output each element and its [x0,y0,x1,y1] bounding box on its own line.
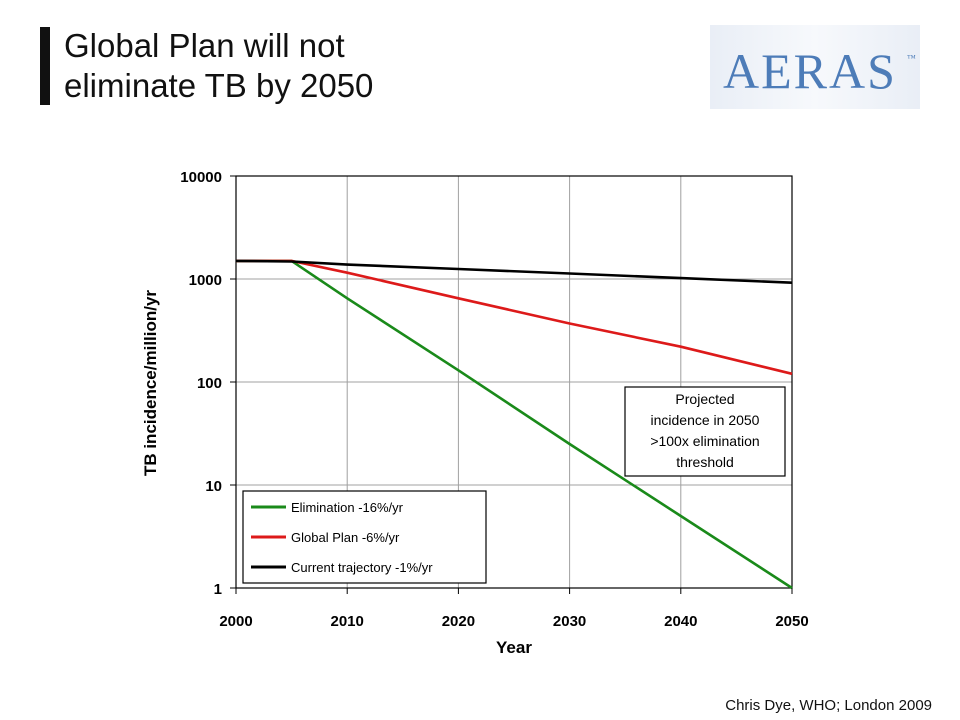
x-tick-label: 2010 [331,613,364,630]
x-tick-label: 2050 [775,613,808,630]
y-tick-label: 1000 [189,272,222,289]
legend-label: Current trajectory -1%/yr [291,560,433,575]
y-tick-label: 1 [214,581,222,598]
slide-title-line-1: Global Plan will not [64,27,345,64]
x-tick-label: 2040 [664,613,697,630]
y-axis-title: TB incidence/million/yr [141,290,160,476]
annotation-box: Projected incidence in 2050 >100x elimin… [624,386,786,477]
x-tick-label: 2000 [219,613,252,630]
x-tick-labels: 2000 2010 2020 2030 2040 2050 [219,588,809,630]
y-tick-label: 10000 [180,169,222,186]
annotation-line-1: Projected [675,391,734,407]
series-line-3 [235,259,793,284]
legend-label: Global Plan -6%/yr [291,530,400,545]
y-tick-label: 100 [197,375,222,392]
logo-trademark: ™ [907,53,916,63]
y-tick-labels: 1 10 100 1000 10000 [180,169,236,598]
annotation-line-4: threshold [676,454,734,470]
title-accent-bar [40,27,50,105]
series-line-2 [236,259,793,376]
annotation-line-3: >100x elimination [650,433,759,449]
x-axis-title: Year [496,638,532,657]
x-tick-label: 2030 [553,613,586,630]
annotation-frame [624,386,786,477]
source-credit: Chris Dye, WHO; London 2009 [725,697,932,714]
aeras-logo: AERAS ™ [710,25,920,109]
y-tick-label: 10 [205,478,222,495]
x-tick-label: 2020 [442,613,475,630]
annotation-line-2: incidence in 2050 [651,412,760,428]
legend-label: Elimination -16%/yr [291,500,404,515]
slide-title: Global Plan will not eliminate TB by 205… [64,26,373,106]
series-lines [235,259,793,590]
logo-text: AERAS [723,43,897,99]
slide-title-line-2: eliminate TB by 2050 [64,67,374,104]
legend: Elimination -16%/yr Global Plan -6%/yr Cur… [242,490,487,584]
